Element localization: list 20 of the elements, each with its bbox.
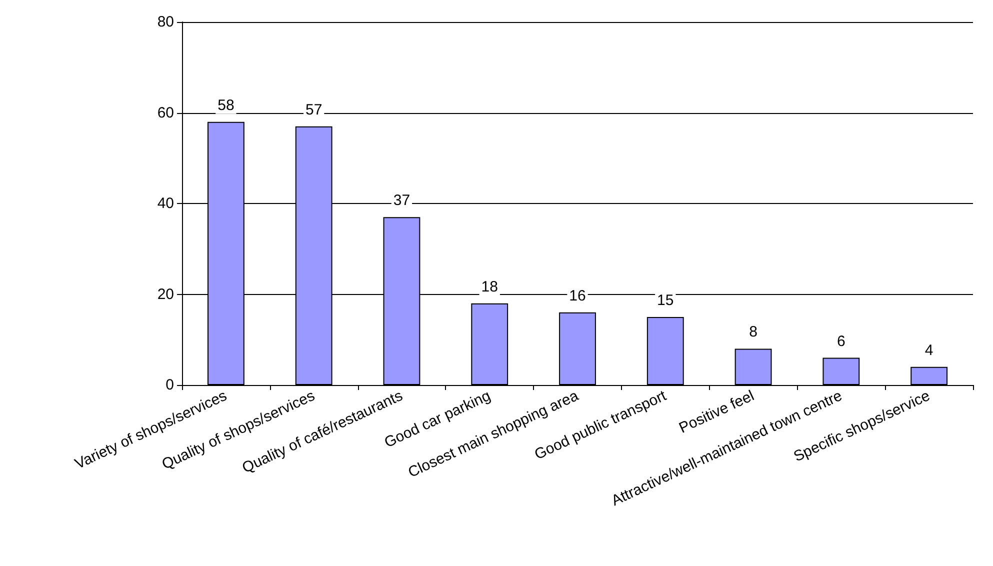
bar — [734, 348, 772, 385]
y-tick-label: 0 — [166, 376, 174, 394]
data-label: 37 — [393, 192, 410, 210]
bar — [559, 312, 596, 385]
data-label: 15 — [657, 292, 674, 309]
y-tick-label: 40 — [157, 195, 174, 212]
bar — [822, 358, 860, 385]
bar — [646, 316, 684, 385]
data-label: 57 — [305, 101, 322, 118]
y-tick-label: 80 — [157, 14, 174, 30]
data-label: 58 — [218, 96, 234, 114]
y-tick-label: 60 — [157, 104, 174, 122]
data-label: 18 — [481, 278, 498, 296]
data-label: 4 — [924, 342, 934, 359]
data-label: 16 — [569, 287, 586, 304]
data-label: 6 — [836, 332, 846, 350]
data-label: 8 — [749, 324, 758, 341]
bar — [471, 303, 508, 385]
bar — [910, 366, 948, 385]
y-tick-label: 20 — [157, 286, 174, 303]
